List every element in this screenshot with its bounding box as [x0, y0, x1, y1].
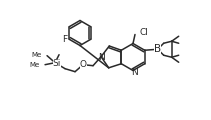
Text: Cl: Cl — [139, 28, 148, 37]
Text: N: N — [98, 53, 104, 62]
Text: F: F — [63, 35, 68, 44]
Text: O: O — [80, 60, 87, 69]
Text: B: B — [154, 44, 161, 54]
Text: N: N — [131, 68, 137, 77]
Text: Me: Me — [30, 62, 40, 68]
Text: Me: Me — [32, 52, 42, 58]
Text: Si: Si — [53, 59, 61, 68]
